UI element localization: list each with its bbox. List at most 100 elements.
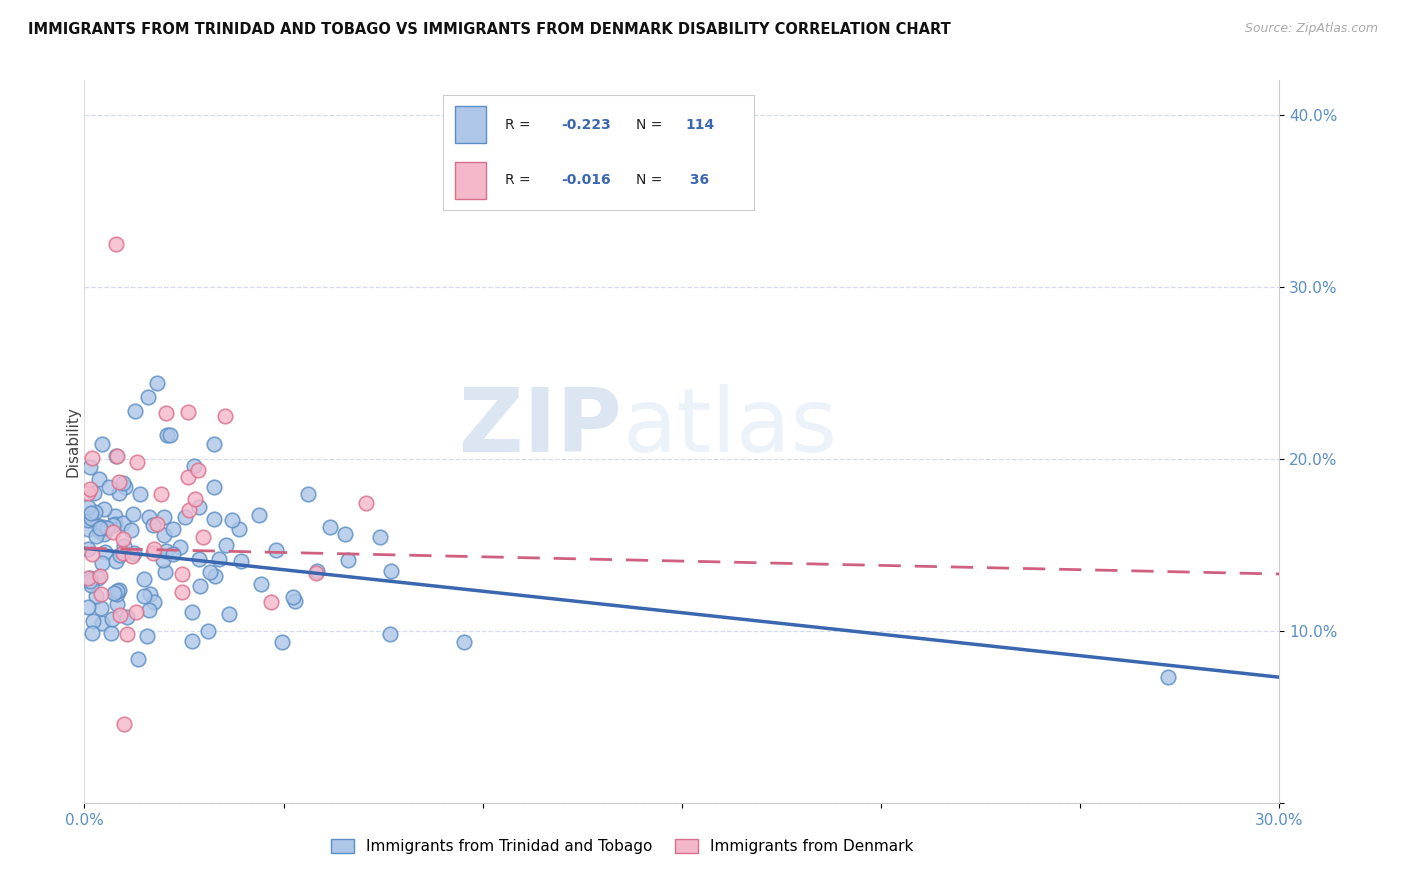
Y-axis label: Disability: Disability bbox=[66, 406, 80, 477]
Point bbox=[187, 500, 209, 514]
Point bbox=[89, 524, 111, 539]
Point bbox=[221, 513, 243, 527]
Point bbox=[86, 519, 108, 533]
Point bbox=[98, 480, 121, 494]
Point bbox=[129, 487, 152, 501]
Point bbox=[145, 376, 167, 391]
Point bbox=[142, 595, 165, 609]
Point bbox=[169, 540, 191, 554]
Point bbox=[112, 539, 135, 553]
Point bbox=[112, 545, 135, 559]
Point bbox=[77, 486, 100, 500]
Point bbox=[104, 517, 127, 532]
Point bbox=[191, 530, 214, 544]
Point bbox=[101, 612, 124, 626]
Point bbox=[453, 635, 475, 649]
Point bbox=[249, 577, 271, 591]
Text: IMMIGRANTS FROM TRINIDAD AND TOBAGO VS IMMIGRANTS FROM DENMARK DISABILITY CORREL: IMMIGRANTS FROM TRINIDAD AND TOBAGO VS I… bbox=[28, 22, 950, 37]
Point bbox=[80, 450, 103, 465]
Point bbox=[155, 543, 177, 558]
Point bbox=[84, 505, 107, 519]
Point bbox=[117, 609, 139, 624]
Point bbox=[77, 522, 100, 536]
Point bbox=[159, 428, 181, 442]
Point bbox=[79, 482, 101, 496]
Point bbox=[124, 404, 146, 418]
Point bbox=[91, 556, 114, 570]
Point bbox=[138, 603, 160, 617]
Point bbox=[103, 517, 125, 532]
Point bbox=[82, 614, 104, 628]
Point bbox=[229, 554, 252, 568]
Point bbox=[108, 582, 131, 597]
Point bbox=[107, 475, 129, 490]
Point bbox=[198, 565, 221, 579]
Point bbox=[142, 546, 165, 560]
Point bbox=[138, 587, 160, 601]
Point bbox=[162, 522, 184, 536]
Point bbox=[108, 549, 131, 563]
Point bbox=[83, 486, 105, 500]
Point bbox=[77, 500, 100, 514]
Point bbox=[284, 593, 307, 607]
Point bbox=[297, 487, 319, 501]
Point bbox=[105, 450, 128, 464]
Point bbox=[82, 626, 104, 640]
Point bbox=[305, 564, 328, 578]
Point bbox=[380, 564, 402, 578]
Point bbox=[80, 578, 103, 592]
Text: ZIP: ZIP bbox=[460, 384, 623, 471]
Point bbox=[89, 472, 111, 486]
Point bbox=[108, 486, 131, 500]
Point bbox=[79, 459, 101, 474]
Point bbox=[80, 511, 103, 525]
Point bbox=[152, 552, 174, 566]
Point bbox=[127, 652, 149, 666]
Point bbox=[179, 503, 201, 517]
Point bbox=[180, 605, 202, 619]
Point bbox=[91, 615, 114, 630]
Point bbox=[77, 541, 100, 556]
Point bbox=[120, 523, 142, 537]
Point bbox=[84, 529, 107, 543]
Point bbox=[155, 406, 177, 420]
Point bbox=[89, 521, 111, 535]
Point bbox=[100, 625, 122, 640]
Point bbox=[107, 584, 129, 599]
Point bbox=[197, 624, 219, 638]
Point bbox=[184, 491, 207, 506]
Point bbox=[96, 521, 118, 535]
Point bbox=[127, 455, 149, 469]
Point bbox=[214, 409, 236, 423]
Point bbox=[135, 630, 157, 644]
Point bbox=[103, 586, 125, 600]
Point bbox=[122, 507, 145, 521]
Point bbox=[153, 510, 176, 524]
Point bbox=[153, 527, 176, 541]
Point bbox=[270, 635, 292, 649]
Point bbox=[188, 579, 211, 593]
Point bbox=[105, 597, 128, 611]
Point bbox=[112, 476, 135, 491]
Point bbox=[84, 589, 107, 603]
Point bbox=[181, 634, 204, 648]
Point bbox=[1157, 670, 1180, 684]
Point bbox=[260, 595, 283, 609]
Text: atlas: atlas bbox=[623, 384, 838, 471]
Point bbox=[138, 510, 160, 524]
Point bbox=[115, 627, 138, 641]
Point bbox=[281, 590, 304, 604]
Point bbox=[77, 513, 100, 527]
Point bbox=[124, 605, 146, 619]
Point bbox=[142, 518, 165, 533]
Point bbox=[77, 510, 100, 524]
Point bbox=[153, 565, 176, 579]
Point bbox=[333, 526, 356, 541]
Point bbox=[89, 568, 111, 582]
Point bbox=[112, 716, 135, 731]
Text: Source: ZipAtlas.com: Source: ZipAtlas.com bbox=[1244, 22, 1378, 36]
Point bbox=[91, 437, 114, 451]
Point bbox=[121, 549, 143, 563]
Point bbox=[101, 525, 124, 540]
Point bbox=[170, 584, 193, 599]
